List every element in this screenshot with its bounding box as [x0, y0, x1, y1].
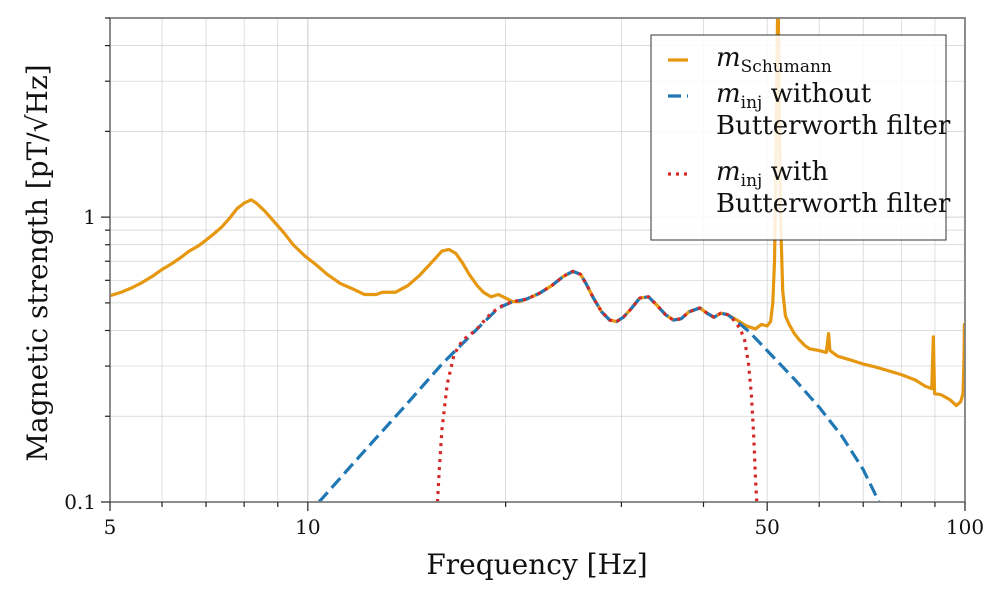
- x-tick-label: 10: [295, 515, 320, 539]
- x-tick-label: 50: [754, 515, 779, 539]
- series-group: [110, 18, 965, 502]
- plot-frame: [109, 17, 966, 503]
- x-axis-label: Frequency [Hz]: [426, 548, 647, 581]
- y-tick-label: 0.1: [64, 490, 96, 514]
- legend-label-m_schumann: mSchumann: [716, 43, 832, 77]
- y-axis-label: Magnetic strength [pT/√Hz]: [21, 64, 54, 461]
- x-tick-label: 5: [104, 515, 117, 539]
- legend-box: [650, 34, 947, 241]
- legend-label-m_inj_no_filter: minj without: [716, 79, 872, 113]
- legend-label-line: Butterworth filter: [716, 111, 951, 141]
- series-line-m_inj_filter: [435, 269, 759, 502]
- y-tick-label: 1: [83, 205, 96, 229]
- legend-label-m_inj_filter: minj with: [716, 157, 829, 191]
- x-tick-label: 100: [946, 515, 984, 539]
- legend-label-line: Butterworth filter: [716, 189, 951, 219]
- axis-ticks: 5 10 50 100 0.1 1: [64, 17, 984, 539]
